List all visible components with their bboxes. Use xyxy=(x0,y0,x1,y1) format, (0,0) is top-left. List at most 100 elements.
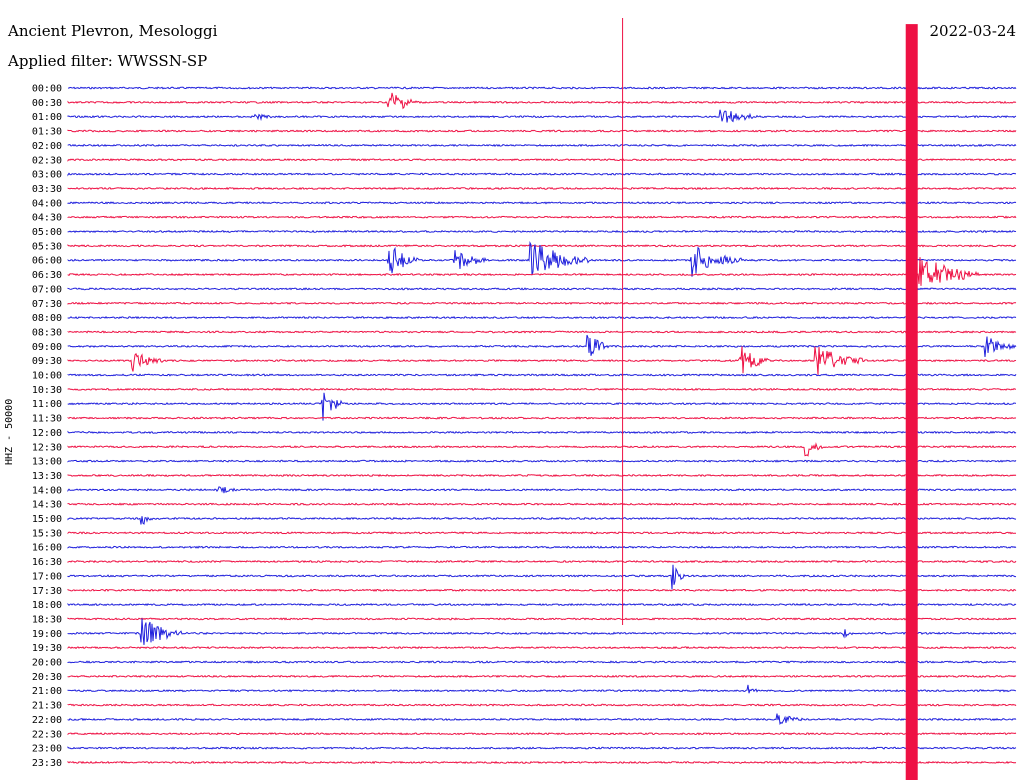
trace-line xyxy=(67,257,1017,286)
large-event-band xyxy=(905,24,918,780)
row-time-label: 13:00 xyxy=(32,457,62,468)
trace-line xyxy=(67,201,1017,205)
trace-line xyxy=(67,459,1017,463)
row-time-label: 20:00 xyxy=(32,658,62,669)
row-time-label: 05:00 xyxy=(32,227,62,238)
trace-line xyxy=(67,713,1017,726)
station-title: Ancient Plevron, Mesologgi xyxy=(8,22,218,40)
row-time-label: 16:30 xyxy=(32,557,62,568)
trace-line xyxy=(67,392,1017,421)
row-time-label: 21:30 xyxy=(32,701,62,712)
row-time-label: 08:30 xyxy=(32,327,62,338)
row-time-label: 11:00 xyxy=(32,399,62,410)
row-time-label: 03:00 xyxy=(32,170,62,181)
row-time-label: 09:30 xyxy=(32,356,62,367)
row-time-label: 02:00 xyxy=(32,141,62,152)
row-time-label: 23:00 xyxy=(32,744,62,755)
trace-line xyxy=(67,486,1017,494)
row-time-label: 08:00 xyxy=(32,313,62,324)
row-time-label: 19:00 xyxy=(32,629,62,640)
trace-line xyxy=(67,109,1017,123)
row-time-label: 14:30 xyxy=(32,500,62,511)
trace-line xyxy=(67,617,1017,621)
row-time-label: 17:30 xyxy=(32,586,62,597)
trace-line xyxy=(67,588,1017,592)
row-time-label: 11:30 xyxy=(32,414,62,425)
trace-line xyxy=(67,346,1017,375)
row-time-label: 05:30 xyxy=(32,241,62,252)
trace-line xyxy=(67,330,1017,334)
row-time-label: 20:30 xyxy=(32,672,62,683)
trace-line xyxy=(67,129,1017,133)
row-time-label: 18:00 xyxy=(32,600,62,611)
row-time-label: 19:30 xyxy=(32,643,62,654)
trace-line xyxy=(67,473,1017,478)
row-time-label: 07:00 xyxy=(32,284,62,295)
row-time-label: 06:30 xyxy=(32,270,62,281)
row-time-label: 03:30 xyxy=(32,184,62,195)
trace-line xyxy=(67,244,1017,248)
trace-line xyxy=(67,531,1016,535)
row-time-label: 14:00 xyxy=(32,485,62,496)
row-time-label: 06:00 xyxy=(32,256,62,267)
filter-label: Applied filter: WWSSN-SP xyxy=(8,52,208,70)
row-time-label: 00:30 xyxy=(32,98,62,109)
row-time-label: 22:00 xyxy=(32,715,62,726)
trace-line xyxy=(67,760,1017,765)
trace-line xyxy=(67,746,1017,750)
trace-line xyxy=(67,240,1016,277)
row-time-label: 15:30 xyxy=(32,528,62,539)
row-time-label: 17:00 xyxy=(32,571,62,582)
row-time-label: 07:30 xyxy=(32,299,62,310)
trace-line xyxy=(67,618,1017,645)
row-time-label: 01:00 xyxy=(32,112,62,123)
trace-line xyxy=(67,430,1017,435)
trace-line xyxy=(67,703,1017,707)
row-time-label: 23:30 xyxy=(32,758,62,769)
trace-line xyxy=(67,545,1017,549)
trace-line xyxy=(67,602,1017,607)
row-time-label: 21:00 xyxy=(32,686,62,697)
trace-line xyxy=(67,287,1017,291)
trace-line xyxy=(67,92,1017,110)
row-time-label: 22:30 xyxy=(32,729,62,740)
row-time-label: 09:00 xyxy=(32,342,62,353)
row-time-label: 15:00 xyxy=(32,514,62,525)
trace-line xyxy=(67,416,1017,420)
trace-line xyxy=(67,334,1017,357)
trace-line xyxy=(67,660,1017,664)
trace-line xyxy=(67,646,1017,650)
row-time-label: 00:00 xyxy=(32,84,62,95)
trace-line xyxy=(67,502,1017,506)
trace-line xyxy=(67,373,1017,377)
trace-line xyxy=(67,315,1017,320)
trace-line xyxy=(67,564,1017,590)
trace-line xyxy=(67,301,1017,305)
trace-line xyxy=(67,516,1017,525)
date-label: 2022-03-24 xyxy=(929,22,1016,40)
trace-line xyxy=(67,559,1017,564)
row-time-label: 13:30 xyxy=(32,471,62,482)
row-time-label: 12:00 xyxy=(32,428,62,439)
row-time-label: 18:30 xyxy=(32,614,62,625)
trace-line xyxy=(67,229,1017,234)
trace-line xyxy=(67,684,1017,694)
trace-line xyxy=(67,387,1017,392)
trace-line xyxy=(67,674,1017,678)
row-time-label: 04:30 xyxy=(32,213,62,224)
row-time-label: 16:00 xyxy=(32,543,62,554)
row-time-label: 02:30 xyxy=(32,155,62,166)
row-time-label: 04:00 xyxy=(32,198,62,209)
row-time-label: 10:00 xyxy=(32,371,62,382)
row-time-label: 10:30 xyxy=(32,385,62,396)
trace-line xyxy=(67,86,1017,90)
row-time-label: 01:30 xyxy=(32,127,62,138)
trace-line xyxy=(67,143,1017,148)
trace-line xyxy=(67,215,1017,219)
trace-line xyxy=(67,732,1017,736)
trace-line xyxy=(67,172,1016,177)
trace-line xyxy=(67,442,1017,457)
row-time-label: 12:30 xyxy=(32,442,62,453)
trace-line xyxy=(67,158,1017,162)
